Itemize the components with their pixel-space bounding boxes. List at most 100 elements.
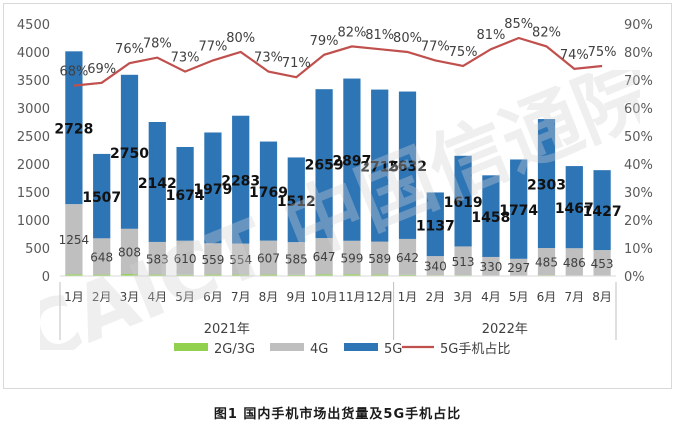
bar-segment bbox=[176, 240, 194, 275]
bar-segment bbox=[287, 274, 305, 276]
bar-label-4g: 340 bbox=[424, 260, 447, 274]
y-left-tick-label: 4000 bbox=[17, 46, 50, 61]
share-line-label: 85% bbox=[504, 17, 533, 32]
bar-segment bbox=[259, 141, 278, 241]
share-line-label: 73% bbox=[254, 51, 283, 66]
share-line-label: 76% bbox=[115, 42, 144, 57]
bar-segment bbox=[65, 274, 83, 276]
y-left-tick-label: 2500 bbox=[17, 130, 50, 145]
bar-label-5g: 2142 bbox=[138, 176, 177, 192]
x-group-label: 2022年 bbox=[482, 322, 528, 337]
bar-segment bbox=[204, 243, 222, 275]
y-right-tick-label: 40% bbox=[624, 158, 653, 173]
bar-label-4g: 513 bbox=[452, 255, 475, 269]
share-line-label: 79% bbox=[310, 34, 339, 49]
y-left-tick-label: 0 bbox=[42, 270, 50, 285]
x-tick-label: 2月 bbox=[425, 290, 445, 304]
share-line-label: 82% bbox=[337, 25, 366, 40]
figure-caption: 图1 国内手机市场出货量及5G手机占比 bbox=[213, 407, 462, 422]
bar-label-5g: 1512 bbox=[277, 194, 316, 210]
bar-segment bbox=[371, 274, 389, 276]
bar-segment bbox=[232, 243, 250, 275]
y-left-tick-label: 1500 bbox=[17, 186, 50, 201]
bar-label-4g: 559 bbox=[201, 253, 224, 267]
bar-label-5g: 1427 bbox=[583, 204, 622, 220]
bar-segment bbox=[259, 240, 278, 275]
y-right-tick-label: 10% bbox=[624, 242, 653, 257]
x-tick-label: 7月 bbox=[231, 290, 251, 304]
bar-label-5g: 2303 bbox=[527, 178, 566, 194]
stacked-bar-line-chart: 0 500 1000 1500 2000 2500 3000 3500 4000 4500 0% 10… bbox=[17, 17, 653, 357]
bar-segment bbox=[398, 238, 417, 275]
y-left-tick-label: 500 bbox=[25, 242, 50, 257]
bar-label-4g: 330 bbox=[479, 260, 502, 274]
bar-segment bbox=[482, 175, 500, 257]
share-line-label: 81% bbox=[476, 28, 505, 43]
bar-segment bbox=[426, 192, 444, 257]
x-tick-label: 4月 bbox=[481, 290, 501, 304]
x-tick-label: 1月 bbox=[398, 290, 418, 304]
bar-segment bbox=[232, 115, 250, 244]
bar-label-5g: 2728 bbox=[54, 122, 93, 138]
bar-label-5g: 1979 bbox=[193, 182, 232, 198]
bar-segment bbox=[259, 274, 278, 276]
bar-segment bbox=[176, 146, 194, 241]
bar-label-4g: 583 bbox=[146, 252, 169, 266]
y-right-tick-label: 60% bbox=[624, 102, 653, 117]
bar-segment bbox=[287, 157, 305, 243]
x-tick-label: 3月 bbox=[453, 290, 473, 304]
bar-label-5g: 1458 bbox=[471, 210, 510, 226]
legend-swatch bbox=[174, 343, 208, 351]
bar-label-4g: 808 bbox=[118, 245, 141, 259]
bar-segment bbox=[537, 119, 556, 248]
x-tick-label: 4月 bbox=[147, 290, 167, 304]
bar-label-5g: 2750 bbox=[110, 146, 149, 162]
y-left-tick-label: 2000 bbox=[17, 158, 50, 173]
bar-label-4g: 610 bbox=[174, 252, 197, 266]
bar-segment bbox=[120, 74, 139, 229]
bar-segment bbox=[537, 248, 556, 276]
y-left-tick-label: 1000 bbox=[17, 214, 50, 229]
bar-segment bbox=[398, 91, 417, 239]
bar-segment bbox=[315, 89, 333, 239]
bar-segment bbox=[232, 274, 250, 276]
share-line-label: 81% bbox=[365, 28, 394, 43]
legend-swatch bbox=[344, 343, 378, 351]
legend-label: 2G/3G bbox=[214, 342, 255, 357]
bar-segment bbox=[148, 122, 166, 242]
x-tick-label: 3月 bbox=[120, 290, 140, 304]
bar-segment bbox=[565, 248, 583, 276]
bar-label-4g: 1254 bbox=[59, 233, 90, 247]
x-tick-label: 1月 bbox=[64, 290, 84, 304]
bar-segment bbox=[93, 238, 111, 275]
bar-segment bbox=[343, 240, 361, 275]
bar-label-5g: 1619 bbox=[444, 195, 483, 211]
y-right-tick-label: 20% bbox=[624, 214, 653, 229]
bar-label-5g: 2659 bbox=[305, 158, 344, 174]
x-tick-label: 8月 bbox=[592, 290, 612, 304]
y-right-tick-label: 50% bbox=[624, 130, 653, 145]
x-tick-label: 6月 bbox=[203, 290, 223, 304]
share-line-label: 69% bbox=[87, 62, 116, 77]
bar-segment bbox=[93, 153, 111, 239]
y-right-tick-label: 90% bbox=[624, 18, 653, 33]
bar-label-4g: 554 bbox=[229, 253, 252, 267]
bar-segment bbox=[148, 241, 166, 275]
bar-segment bbox=[454, 155, 472, 247]
share-line-label: 75% bbox=[588, 45, 617, 60]
legend-label: 5G手机占比 bbox=[440, 342, 510, 357]
share-line-label: 80% bbox=[226, 31, 255, 46]
bar-label-4g: 589 bbox=[368, 252, 391, 266]
bar-segment bbox=[510, 159, 528, 259]
bar-segment bbox=[148, 274, 166, 276]
bar-segment bbox=[593, 250, 611, 276]
bar-label-4g: 607 bbox=[257, 252, 280, 266]
bar-label-5g: 2897 bbox=[332, 154, 371, 170]
bar-segment bbox=[454, 246, 472, 276]
x-tick-label: 2月 bbox=[92, 290, 112, 304]
bar-segment bbox=[510, 258, 528, 276]
bar-label-4g: 648 bbox=[90, 250, 113, 264]
bar-label-5g: 2715 bbox=[360, 160, 399, 176]
bar-segment bbox=[93, 274, 111, 276]
share-line-label: 71% bbox=[282, 56, 311, 71]
